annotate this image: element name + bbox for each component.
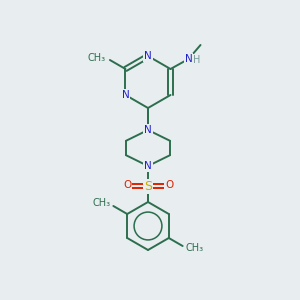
Text: O: O <box>123 180 131 190</box>
Text: CH₃: CH₃ <box>88 53 106 63</box>
Text: N: N <box>144 161 152 171</box>
Text: O: O <box>165 180 173 190</box>
Text: N: N <box>144 51 152 61</box>
Text: N: N <box>184 54 192 64</box>
Text: N: N <box>122 90 129 100</box>
Text: H: H <box>193 55 200 65</box>
Text: CH₃: CH₃ <box>92 198 110 208</box>
Text: N: N <box>144 125 152 135</box>
Text: S: S <box>144 179 152 193</box>
Text: CH₃: CH₃ <box>186 243 204 253</box>
